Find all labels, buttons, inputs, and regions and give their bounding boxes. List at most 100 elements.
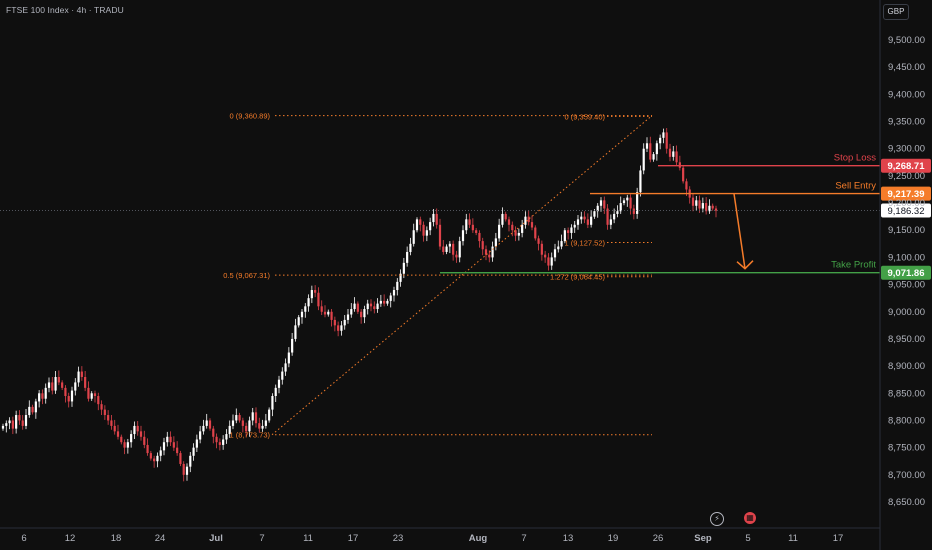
candle-body (396, 281, 399, 291)
candle-body (432, 213, 435, 223)
candle-body (93, 393, 97, 397)
candle-body (47, 382, 51, 388)
candle-body (626, 197, 629, 201)
candle-body (360, 311, 363, 318)
candle-body (41, 393, 44, 399)
candle-body (143, 436, 146, 445)
candle-body (507, 219, 511, 225)
y-tick-label: 8,900.00 (888, 361, 925, 372)
y-tick-label: 9,100.00 (888, 252, 925, 263)
projection-arrow-head (736, 260, 754, 270)
candle-body (705, 203, 708, 212)
candle-body (337, 325, 340, 331)
calendar-event-icon[interactable]: ▦ (744, 512, 756, 524)
candle-body (613, 213, 616, 220)
x-tick-label: 7 (259, 533, 264, 544)
candle-body (514, 230, 517, 236)
candle-body (547, 257, 550, 266)
candle-body (429, 222, 432, 231)
lightning-icon[interactable]: ⚡ (710, 512, 724, 526)
candle-body (586, 219, 589, 225)
candle-body (415, 219, 419, 231)
last-price-tag (881, 203, 931, 218)
candle-body (241, 420, 244, 426)
candle-body (580, 216, 583, 220)
candle-body (199, 431, 202, 440)
candle-body (583, 216, 586, 220)
candle-body (90, 393, 93, 399)
candle-body (169, 436, 172, 443)
candle-body (87, 387, 90, 399)
candle-body (379, 300, 382, 304)
candle-body (120, 436, 123, 443)
candle-body (294, 325, 297, 339)
candle-body (225, 434, 228, 440)
candle-body (695, 200, 698, 206)
candle-body (340, 325, 343, 331)
candle-body (478, 232, 481, 242)
candle-body (231, 420, 235, 426)
candle-body (363, 309, 366, 318)
level-name-label: Stop Loss (834, 153, 876, 164)
y-tick-label: 9,200.00 (888, 198, 925, 209)
candle-body (77, 371, 80, 383)
x-tick-label: 23 (393, 533, 404, 544)
y-tick-label: 8,950.00 (888, 334, 925, 345)
candle-body (448, 243, 451, 247)
candle-body (271, 396, 274, 410)
candle-body (622, 200, 626, 204)
fib-level-label: 1 (8,773.73) (230, 431, 271, 440)
candle-body (553, 249, 557, 258)
candle-body (330, 311, 333, 320)
candle-body (116, 431, 120, 437)
candle-body (44, 387, 47, 399)
candle-body (5, 423, 8, 426)
candle-body (21, 420, 24, 426)
currency-button[interactable]: GBP (883, 4, 909, 20)
candle-body (524, 216, 527, 225)
level-price-text: 9,071.86 (888, 268, 925, 279)
candle-body (314, 290, 317, 293)
candle-body (248, 420, 251, 432)
candle-body (212, 428, 215, 437)
candle-body (636, 192, 639, 214)
candle-body (103, 409, 106, 416)
candle-body (284, 363, 287, 372)
candle-body (534, 227, 537, 239)
candle-body (596, 205, 599, 212)
x-tick-label: 17 (348, 533, 359, 544)
fib-level-label: 0 (9,360.89) (230, 112, 271, 121)
candle-body (57, 376, 60, 383)
projection-arrow (733, 193, 746, 269)
x-tick-label: 11 (788, 533, 798, 544)
candle-body (323, 311, 327, 315)
candle-body (645, 143, 649, 149)
candle-body (61, 382, 64, 388)
level-name-label: Take Profit (831, 260, 876, 271)
candle-body (126, 442, 129, 448)
candle-body (494, 238, 497, 247)
candle-body (570, 227, 573, 233)
candle-body (491, 246, 494, 258)
candle-body (182, 463, 185, 475)
candle-body (189, 455, 192, 467)
candle-body (130, 434, 133, 443)
candle-body (465, 219, 468, 231)
candle-body (691, 197, 695, 206)
candle-body (366, 303, 369, 310)
candle-body (652, 154, 655, 160)
candle-body (218, 442, 221, 445)
candle-body (258, 423, 261, 429)
candle-body (133, 425, 136, 435)
candle-body (711, 205, 714, 209)
candle-body (205, 420, 208, 426)
candle-body (471, 224, 474, 231)
x-tick-label: 18 (111, 533, 122, 544)
candle-body (438, 224, 442, 247)
candle-body (297, 317, 300, 326)
candle-body (665, 132, 668, 149)
candle-body (162, 442, 166, 451)
candle-body (544, 254, 547, 258)
